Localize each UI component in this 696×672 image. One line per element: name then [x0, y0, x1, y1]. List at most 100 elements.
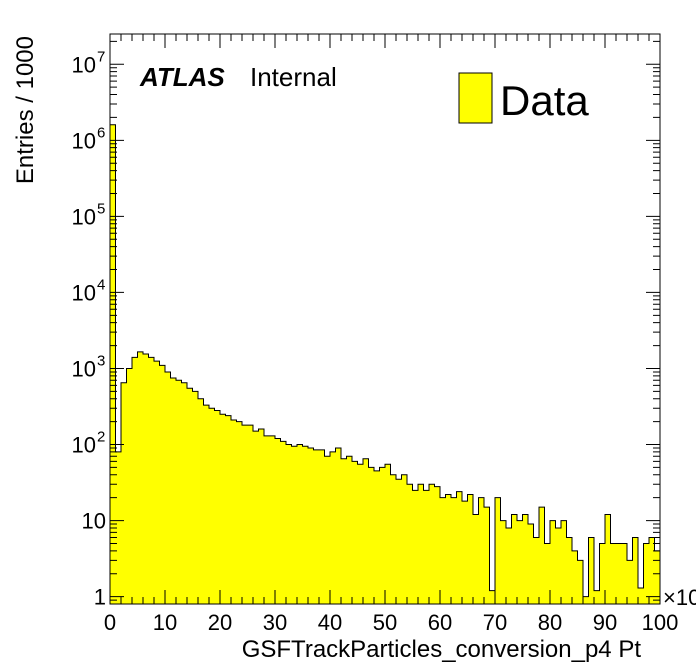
histogram-bar	[484, 507, 490, 604]
histogram-bar	[445, 494, 451, 604]
histogram-bar	[126, 368, 132, 604]
histogram-bar	[176, 380, 182, 604]
histogram-bar	[198, 398, 204, 604]
histogram-bar	[605, 514, 611, 604]
histogram-bar	[209, 408, 215, 604]
histogram-bar	[115, 451, 121, 604]
y-axis-label: Entries / 1000	[12, 36, 39, 184]
histogram-bar	[654, 550, 660, 604]
histogram-bar	[357, 464, 363, 604]
x-tick-label: 10	[153, 610, 177, 635]
y-tick-label: 1	[94, 585, 106, 610]
histogram-bar	[346, 456, 352, 604]
x-multiplier-label: ×10³	[663, 585, 696, 610]
atlas-label: ATLAS	[139, 62, 225, 92]
histogram-bar	[627, 560, 633, 604]
histogram-bar	[561, 520, 567, 604]
histogram-bar	[286, 444, 292, 604]
histogram-bar	[363, 458, 369, 604]
histogram-bar	[203, 405, 209, 604]
atlas-sublabel: Internal	[250, 62, 337, 92]
histogram-bar	[324, 456, 330, 604]
x-tick-label: 50	[373, 610, 397, 635]
y-tick-label: 10	[72, 433, 96, 458]
histogram-bar	[412, 490, 418, 604]
y-tick-exponent: 5	[97, 200, 105, 217]
histogram-bar	[242, 425, 248, 604]
histogram-bar	[330, 451, 336, 604]
histogram-bar	[555, 527, 561, 604]
histogram-bar	[451, 497, 457, 604]
histogram-bar	[121, 382, 127, 604]
histogram-bar	[253, 431, 259, 604]
histogram-bar	[423, 490, 429, 604]
histogram-bar	[506, 527, 512, 604]
histogram-bar	[110, 124, 116, 604]
histogram-bar	[302, 446, 308, 604]
histogram-bar	[594, 590, 600, 604]
legend-entry-data: Data	[500, 77, 589, 124]
x-axis-label: GSFTrackParticles_conversion_p4 Pt	[242, 636, 642, 663]
legend: Data	[458, 72, 589, 124]
histogram-bar	[632, 537, 638, 604]
histogram-bar	[236, 421, 242, 604]
legend-swatch	[458, 72, 493, 124]
histogram-bar	[154, 361, 160, 604]
histogram-bar	[269, 435, 275, 604]
histogram-bar	[577, 560, 583, 604]
histogram-bar	[313, 449, 319, 604]
y-tick-label: 10	[82, 509, 106, 534]
histogram-bar	[352, 461, 358, 604]
histogram-bar	[396, 479, 402, 604]
histogram-bar	[456, 491, 462, 604]
histogram-bar	[572, 550, 578, 604]
histogram-bar	[275, 438, 281, 604]
x-tick-label: 20	[208, 610, 232, 635]
histogram-bars	[109, 124, 661, 604]
histogram-bar	[214, 410, 220, 604]
histogram-bar	[550, 520, 556, 604]
y-tick-label: 10	[72, 280, 96, 305]
y-tick-label: 10	[72, 128, 96, 153]
histogram-bar	[418, 484, 424, 604]
histogram-bar	[616, 543, 622, 604]
histogram-bar	[374, 470, 380, 604]
histogram-bar	[522, 514, 528, 604]
y-tick-label: 10	[72, 52, 96, 77]
histogram-bar	[649, 537, 655, 604]
histogram-bar	[247, 425, 253, 604]
histogram-bar	[390, 474, 396, 604]
x-tick-label: 90	[593, 610, 617, 635]
histogram-bar	[368, 467, 374, 604]
histogram-bar	[610, 543, 616, 604]
x-tick-label: 40	[318, 610, 342, 635]
x-tick-label: 100	[642, 610, 679, 635]
histogram-bar	[291, 446, 297, 604]
histogram-bar	[231, 420, 237, 604]
histogram-bar	[264, 435, 270, 604]
histogram-bar	[643, 543, 649, 604]
histogram-bar	[187, 388, 193, 604]
histogram-bar	[159, 365, 165, 604]
histogram-bar	[462, 501, 468, 604]
histogram-bar	[473, 514, 479, 604]
tick-marks	[109, 34, 661, 605]
histogram-bar	[429, 484, 435, 604]
histogram-bar	[165, 371, 171, 604]
histogram-bar	[599, 543, 605, 604]
y-tick-label: 10	[72, 204, 96, 229]
histogram-bar	[319, 449, 325, 604]
histogram-bar	[434, 486, 440, 604]
y-tick-label: 10	[72, 356, 96, 381]
histogram-bar	[407, 484, 413, 604]
histogram-bar	[588, 537, 594, 604]
histogram-bar	[528, 524, 534, 604]
histogram-bar	[143, 353, 149, 604]
x-tick-label: 30	[263, 610, 287, 635]
histogram-bar	[489, 590, 495, 604]
histogram-bar	[566, 537, 572, 604]
histogram-bar	[544, 543, 550, 604]
histogram-bar	[539, 507, 545, 604]
histogram-bar	[280, 441, 286, 604]
